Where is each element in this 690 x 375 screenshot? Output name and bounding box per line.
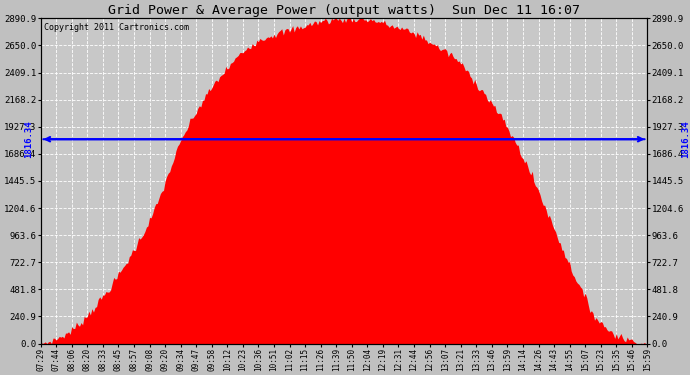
Text: 1816.34: 1816.34 <box>681 120 690 158</box>
Text: 1816.34: 1816.34 <box>23 120 33 158</box>
Title: Grid Power & Average Power (output watts)  Sun Dec 11 16:07: Grid Power & Average Power (output watts… <box>108 4 580 17</box>
Text: Copyright 2011 Cartronics.com: Copyright 2011 Cartronics.com <box>43 23 188 32</box>
